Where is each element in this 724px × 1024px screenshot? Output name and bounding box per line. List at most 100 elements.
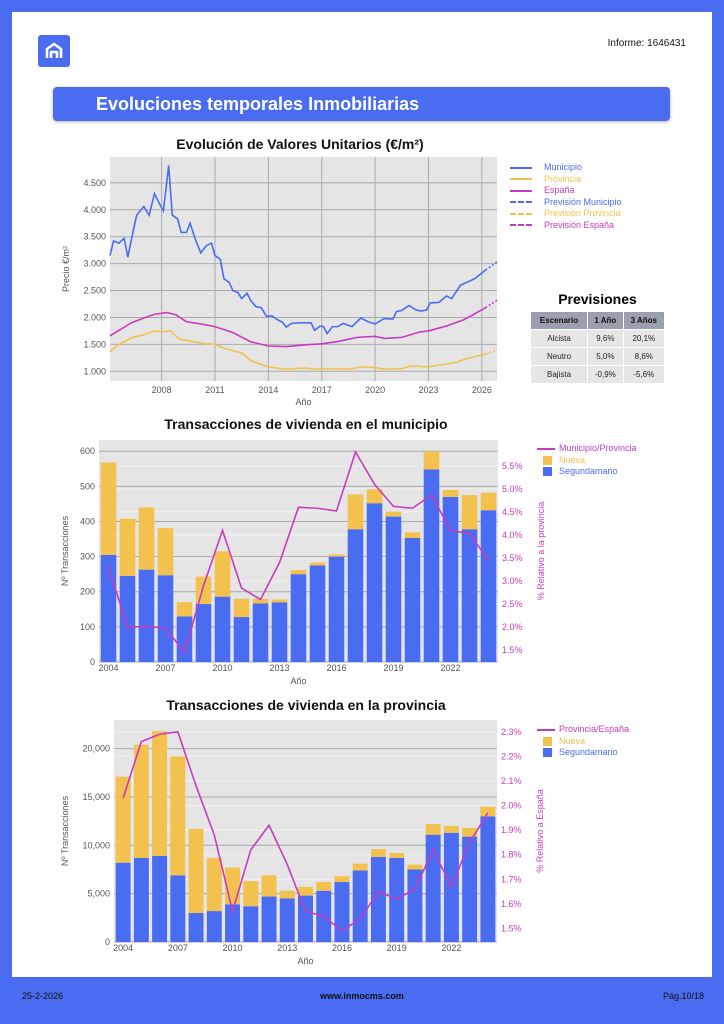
section-title: Evoluciones temporales Inmobiliarias — [96, 94, 420, 114]
cell: -0,9% — [587, 365, 624, 384]
bar-segundamano-2012 — [252, 603, 269, 662]
y2-tick-label: 1.8% — [501, 850, 522, 860]
bar-segundamano-2016 — [328, 556, 345, 662]
report-id: Informe: 1646431 — [607, 38, 686, 49]
bar-nueva-2010 — [225, 867, 241, 905]
legend-item-espana: España — [510, 185, 622, 197]
series-line-municipio — [109, 165, 486, 336]
bar-segundamano-2017 — [352, 870, 368, 942]
series-line-españa — [109, 307, 486, 348]
bar-segundamano-2010 — [214, 596, 231, 662]
table-row: Neutro 5,0% 8,6% — [529, 347, 666, 366]
y2-tick-label: 4.0% — [502, 530, 523, 540]
bar-segundamano-2011 — [243, 906, 259, 942]
bar-nueva-2009 — [206, 857, 222, 912]
x-tick-label: 2016 — [326, 663, 346, 673]
section-banner: Evoluciones temporales Inmobiliarias — [53, 87, 670, 121]
footer-date: 25-2-2026 — [22, 991, 64, 1001]
bar-segundamano-2019 — [389, 857, 405, 942]
legend-item-ratio: Municipio/Provincia — [537, 443, 637, 455]
chart-transacciones-provincia: 0 5,000 10,000 15,000 20,000 1.5% 1.6% 1.7% 1.8%… — [60, 720, 545, 966]
x-tick-label: 2013 — [269, 663, 289, 673]
bar-nueva-2010 — [214, 551, 231, 597]
cell: Bajista — [529, 365, 589, 384]
x-tick-label: 2011 — [205, 385, 224, 395]
y2-tick-label: 2.2% — [501, 751, 522, 761]
x-axis-title: Año — [297, 956, 313, 966]
x-tick-label: 2013 — [277, 943, 297, 953]
chart-title-valores: Evolución de Valores Unitarios (€/m²) — [176, 136, 424, 152]
legend-item-provincia: Provincia — [510, 174, 622, 186]
bar-nueva-2017 — [347, 494, 364, 530]
bar-nueva-2023 — [462, 827, 478, 837]
bar-segundamano-2006 — [138, 569, 155, 662]
y2-tick-label: 1.9% — [501, 825, 522, 835]
previsiones-table: Escenario 1 Año 3 Años Alcista 9,6% 20,1% … — [529, 311, 666, 384]
header-cell: 3 Años — [622, 311, 666, 330]
x-tick-label: 2014 — [258, 385, 278, 395]
bar-segundamano-2005 — [119, 575, 136, 662]
bar-segundamano-2022 — [442, 496, 459, 662]
y-tick-label: 500 — [80, 481, 95, 491]
footer-website[interactable]: www.inmocms.com — [320, 991, 404, 1001]
y-tick-label: 200 — [80, 587, 95, 597]
bar-segundamano-2007 — [170, 875, 186, 942]
bar-nueva-2021 — [423, 451, 440, 470]
legend-provincia: Provincia/España Nueva Segundamano — [537, 724, 629, 759]
bar-segundamano-2015 — [309, 565, 326, 662]
bar-segundamano-2013 — [279, 898, 295, 942]
y-tick-label: 600 — [80, 446, 95, 456]
bar-nueva-2018 — [370, 849, 386, 857]
ratio-line — [122, 730, 489, 932]
legend-item-segundamano: Segundamano — [537, 466, 637, 478]
x-tick-label: 2004 — [113, 943, 133, 953]
x-tick-label: 2026 — [472, 385, 492, 395]
bar-nueva-2011 — [233, 598, 250, 618]
x-tick-label: 2022 — [441, 943, 461, 953]
bar-nueva-2022 — [442, 489, 459, 497]
y-tick-label: 100 — [80, 622, 95, 632]
bar-nueva-2017 — [352, 863, 368, 871]
bar-segundamano-2004 — [115, 862, 131, 942]
y-tick-label: 300 — [80, 552, 95, 562]
y-tick-label: 5,000 — [87, 889, 110, 899]
y-tick-label: 2.500 — [83, 286, 106, 296]
y-tick-label: 4.000 — [83, 205, 106, 215]
bar-nueva-2004 — [100, 462, 117, 555]
x-tick-label: 2022 — [440, 663, 460, 673]
bar-segundamano-2024 — [480, 510, 497, 662]
y2-tick-label: 2.0% — [501, 801, 522, 811]
x-tick-label: 2016 — [332, 943, 352, 953]
bar-segundamano-2009 — [206, 911, 222, 942]
y2-tick-label: 5.5% — [502, 461, 523, 471]
legend-item-nueva: Nueva — [537, 455, 637, 467]
bar-nueva-2013 — [271, 599, 288, 603]
y-tick-label: 1.500 — [83, 339, 106, 349]
y-tick-label: 15,000 — [82, 792, 110, 802]
plot-area — [110, 157, 497, 381]
legend-valores: Municipio Provincia España Previsión Mun… — [510, 162, 622, 231]
chart-valores-unitarios: 1.000 1.500 2.000 2.500 3.000 3.500 4.000 4.500… — [61, 157, 498, 407]
y2-tick-label: 2.0% — [502, 622, 523, 632]
y2-tick-label: 1.5% — [502, 645, 523, 655]
legend-item-municipio: Municipio — [510, 162, 622, 174]
y2-tick-label: 2.1% — [501, 776, 522, 786]
bar-segundamano-2018 — [370, 856, 386, 942]
x-tick-label: 2019 — [387, 943, 407, 953]
x-tick-label: 2020 — [365, 385, 385, 395]
cell: 8,6% — [622, 347, 666, 366]
inmocms-logo — [38, 35, 70, 67]
cell: Alcista — [529, 329, 589, 348]
bar-nueva-2024 — [480, 806, 496, 817]
previsiones-title: Previsiones — [558, 291, 637, 307]
y-axis-title: Precio €/m² — [61, 246, 71, 292]
cell: 20,1% — [622, 329, 666, 348]
x-axis-title: Año — [290, 676, 306, 686]
chart-title-provincia: Transacciones de vivienda en la provinci… — [166, 697, 446, 713]
bar-segundamano-2014 — [290, 574, 307, 662]
bar-nueva-2012 — [261, 875, 277, 897]
cell: Neutro — [529, 347, 589, 366]
bar-nueva-2020 — [404, 532, 421, 539]
chart-title-municipio: Transacciones de vivienda en el municipi… — [164, 416, 448, 432]
bar-nueva-2019 — [389, 853, 405, 858]
